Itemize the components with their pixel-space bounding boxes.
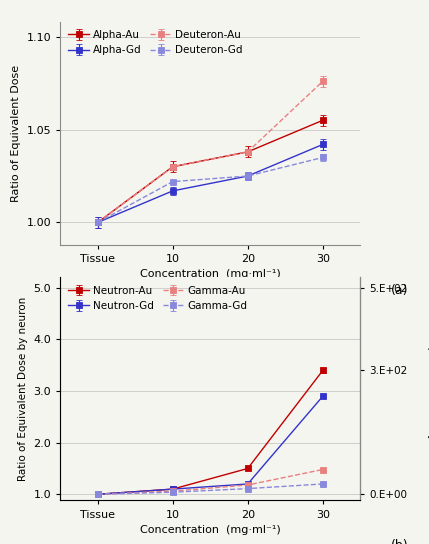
X-axis label: Concentration  (mg·ml⁻¹): Concentration (mg·ml⁻¹) bbox=[140, 525, 281, 535]
X-axis label: Concentration  (mg·ml⁻¹): Concentration (mg·ml⁻¹) bbox=[140, 269, 281, 280]
Y-axis label: Ratio of Equivalent Dose by neuron: Ratio of Equivalent Dose by neuron bbox=[18, 297, 28, 481]
Text: (a): (a) bbox=[390, 283, 408, 296]
Legend: Alpha-Au, Alpha-Gd, Deuteron-Au, Deuteron-Gd: Alpha-Au, Alpha-Gd, Deuteron-Au, Deutero… bbox=[65, 27, 246, 58]
Y-axis label: Ratio of Equivalent  Dose by Gamma: Ratio of Equivalent Dose by Gamma bbox=[427, 293, 429, 485]
Legend: Neutron-Au, Neutron-Gd, Gamma-Au, Gamma-Gd: Neutron-Au, Neutron-Gd, Gamma-Au, Gamma-… bbox=[65, 283, 251, 314]
Text: (b): (b) bbox=[390, 539, 408, 544]
Y-axis label: Ratio of Equivalent Dose: Ratio of Equivalent Dose bbox=[11, 65, 21, 202]
